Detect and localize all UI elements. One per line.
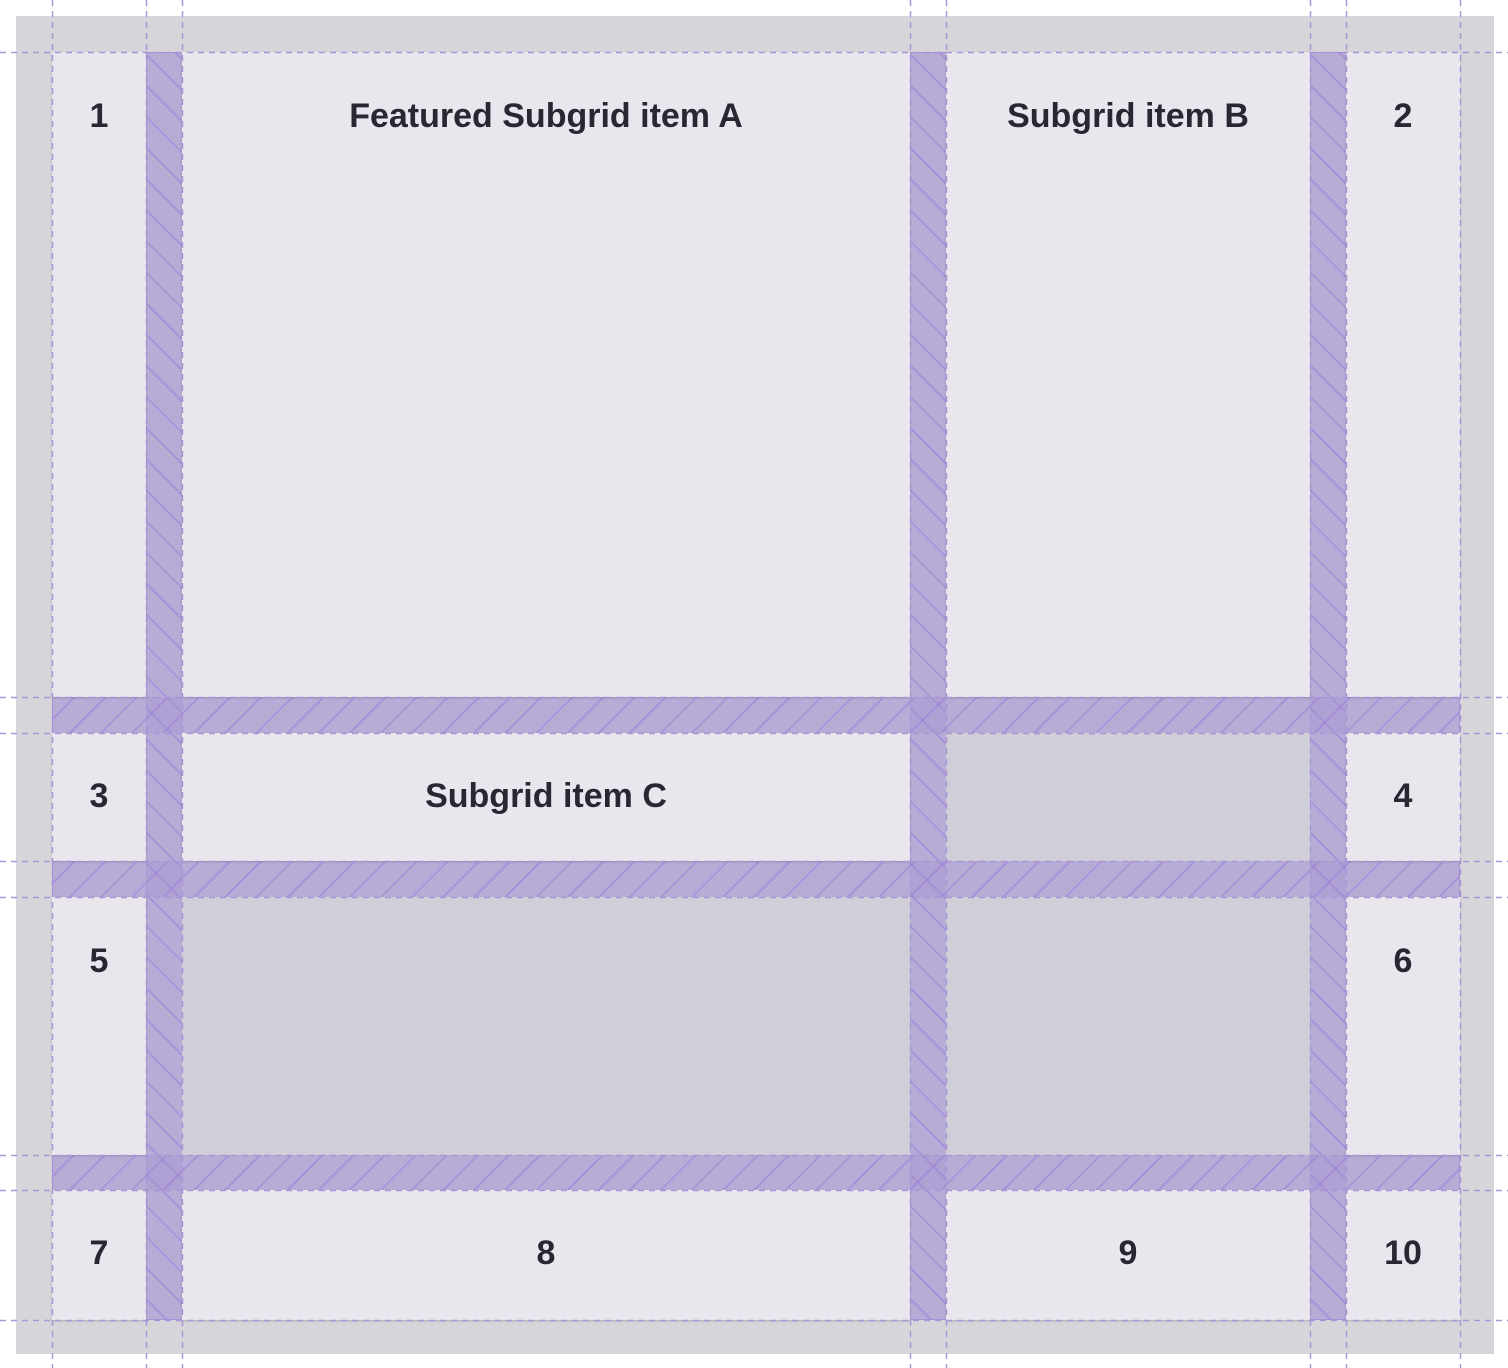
item-label: Subgrid item C — [425, 777, 667, 815]
column-gap-3 — [1310, 52, 1346, 1320]
grid-item-2: 2 — [1346, 52, 1460, 697]
grid-item-8: 8 — [182, 1190, 910, 1320]
grid-item-10: 10 — [1346, 1190, 1460, 1320]
grid-item-5: 5 — [52, 897, 146, 1155]
item-label: Featured Subgrid item A — [349, 97, 743, 135]
item-label: 3 — [89, 777, 109, 815]
empty-cell — [946, 897, 1310, 1155]
empty-cell — [946, 733, 1310, 861]
item-label: 10 — [1384, 1234, 1422, 1272]
grid-item-7: 7 — [52, 1190, 146, 1320]
subgrid-item-a: Featured Subgrid item A — [182, 52, 910, 697]
row-gap-3 — [52, 1155, 1460, 1190]
item-label: 6 — [1393, 942, 1413, 980]
row-gap-2 — [52, 861, 1460, 897]
grid-item-3: 3 — [52, 733, 146, 861]
subgrid-item-b: Subgrid item B — [946, 52, 1310, 697]
item-label: 8 — [536, 1234, 556, 1272]
subgrid-item-c: Subgrid item C — [182, 733, 910, 861]
grid-item-9: 9 — [946, 1190, 1310, 1320]
grid-item-1: 1 — [52, 52, 146, 697]
row-gap-1 — [52, 697, 1460, 733]
empty-cell — [182, 897, 910, 1155]
item-label: 9 — [1118, 1234, 1138, 1272]
item-label: 1 — [89, 97, 109, 135]
item-label: 7 — [89, 1234, 109, 1272]
grid-item-4: 4 — [1346, 733, 1460, 861]
item-label: 5 — [89, 942, 109, 980]
column-gap-1 — [146, 52, 182, 1320]
grid-item-6: 6 — [1346, 897, 1460, 1155]
item-label: Subgrid item B — [1007, 97, 1249, 135]
item-label: 4 — [1393, 777, 1413, 815]
item-label: 2 — [1393, 97, 1413, 135]
column-gap-2 — [910, 52, 946, 1320]
